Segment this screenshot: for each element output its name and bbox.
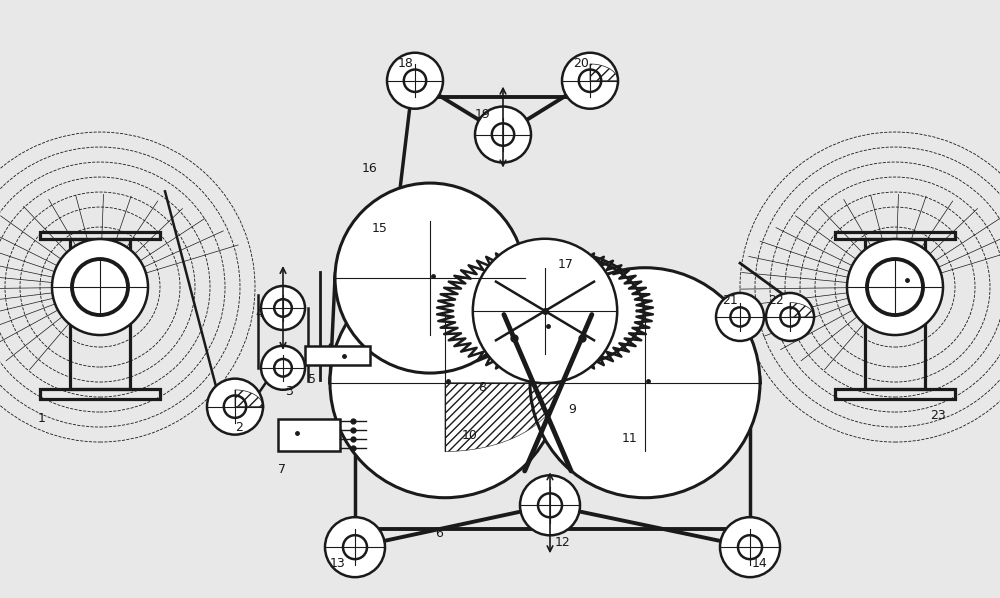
Circle shape [492, 123, 514, 146]
Text: 3: 3 [285, 385, 293, 398]
Circle shape [579, 69, 601, 92]
Circle shape [261, 286, 305, 330]
Circle shape [538, 493, 562, 517]
Text: 5: 5 [308, 373, 316, 386]
Bar [305, 346, 370, 365]
Text: 22: 22 [768, 294, 784, 307]
Circle shape [475, 106, 531, 163]
Circle shape [720, 517, 780, 577]
Circle shape [207, 379, 263, 435]
Circle shape [261, 346, 305, 390]
Circle shape [387, 53, 443, 109]
Text: 7: 7 [278, 463, 286, 476]
Circle shape [404, 69, 426, 92]
Circle shape [274, 359, 292, 377]
Text: 17: 17 [558, 258, 574, 271]
Circle shape [530, 268, 760, 498]
Text: 1: 1 [38, 412, 46, 425]
Circle shape [730, 307, 750, 327]
Circle shape [72, 259, 128, 315]
Text: 21: 21 [722, 294, 738, 307]
Circle shape [867, 259, 923, 315]
Text: 12: 12 [555, 536, 571, 550]
Circle shape [473, 239, 617, 383]
Circle shape [274, 299, 292, 317]
Circle shape [325, 517, 385, 577]
Circle shape [343, 535, 367, 559]
Text: 14: 14 [752, 557, 768, 570]
Text: 10: 10 [462, 429, 478, 442]
Circle shape [766, 293, 814, 341]
Circle shape [335, 183, 525, 373]
Bar [278, 419, 340, 451]
Text: 16: 16 [362, 162, 378, 175]
Text: 8: 8 [478, 381, 486, 394]
Text: 18: 18 [398, 57, 414, 71]
Text: 19: 19 [475, 108, 491, 121]
Text: 13: 13 [330, 557, 346, 570]
Circle shape [520, 475, 580, 535]
Text: 23: 23 [930, 409, 946, 422]
Text: 2: 2 [235, 421, 243, 434]
Text: 9: 9 [568, 403, 576, 416]
Text: 15: 15 [372, 222, 388, 235]
Circle shape [780, 307, 800, 327]
Circle shape [330, 268, 560, 498]
Polygon shape [437, 246, 653, 376]
Text: 6: 6 [435, 527, 443, 540]
Circle shape [738, 535, 762, 559]
Circle shape [224, 395, 246, 418]
Circle shape [847, 239, 943, 335]
Text: 20: 20 [573, 57, 589, 71]
Circle shape [716, 293, 764, 341]
Text: 4: 4 [255, 307, 263, 321]
Circle shape [52, 239, 148, 335]
Text: 11: 11 [622, 432, 638, 445]
Circle shape [562, 53, 618, 109]
